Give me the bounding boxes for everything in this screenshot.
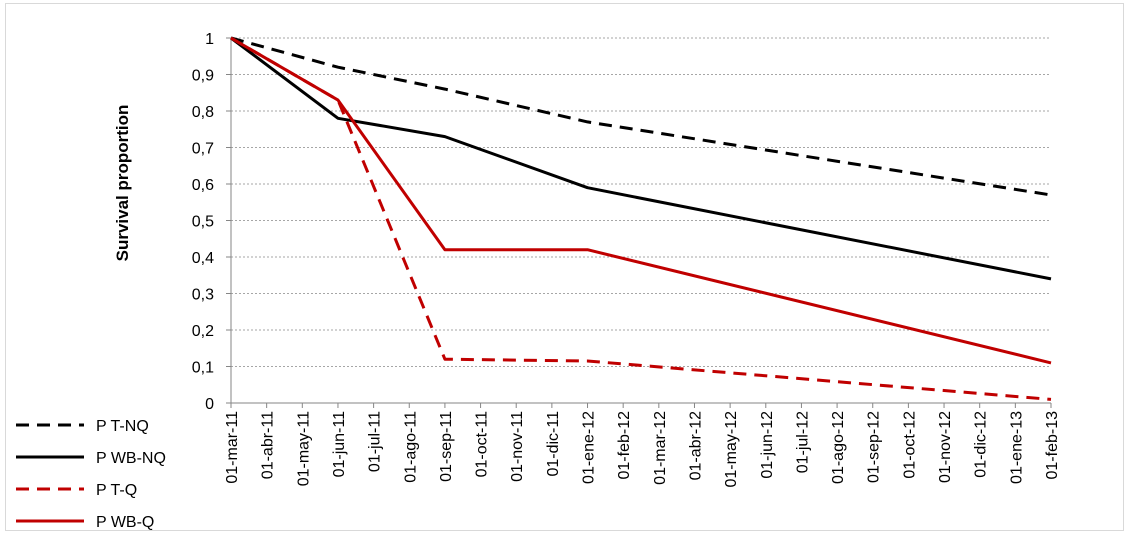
x-tick-label: 01-oct-12 [901,411,918,479]
y-axis-title: Survival proportion [113,105,132,262]
y-tick-label: 0,2 [192,323,214,340]
x-tick-label: 01-nov-11 [509,411,526,482]
series-lines [230,36,1052,401]
legend: P T-NQ P WB-NQ P T-Q P WB-Q [16,418,166,531]
y-tick-label: 0 [205,396,214,413]
series-line-p-wb-q [230,36,1052,365]
y-tick-label: 0,9 [192,68,214,85]
x-tick-label: 01-abr-12 [687,411,704,480]
x-tick-label: 01-nov-12 [937,411,954,483]
y-tick-label: 0,5 [192,214,214,231]
x-tick-label: 01-dic-12 [973,411,990,478]
y-tick-labels: 0 0,1 0,2 0,3 0,4 0,5 0,6 0,7 0,8 0,9 1 [192,31,214,413]
y-tick-label: 1 [205,31,214,48]
series-line-p-t-q [230,36,1052,401]
y-tick-label: 0,1 [192,360,214,377]
gridlines [231,37,1051,367]
legend-label: P T-Q [96,482,137,499]
chart-frame [5,3,1124,531]
x-tick-label: 01-ene-13 [1008,411,1025,484]
x-tick-label: 01-may-11 [295,411,312,486]
x-tick-label: 01-ago-11 [402,411,419,483]
y-tick-label: 0,4 [192,250,214,267]
x-tick-label: 01-may-12 [723,411,740,488]
x-tick-label: 01-sep-11 [438,411,455,482]
y-tick-label: 0,8 [192,104,214,121]
x-tick-label: 01-ene-12 [581,411,598,484]
x-tick-label: 01-jun-11 [331,411,348,478]
x-tick-label: 01-mar-12 [652,411,669,485]
x-tick-label: 01-jun-12 [759,411,776,479]
legend-label: P T-NQ [96,418,149,435]
y-tick-label: 0,7 [192,141,214,158]
legend-label: P WB-NQ [96,450,166,467]
x-tick-label: 01-abr-11 [260,411,277,479]
x-tick-label: 01-jul-12 [794,411,811,473]
y-tick-label: 0,3 [192,287,214,304]
x-tick-label: 01-dic-11 [545,411,562,477]
axes [226,37,1052,408]
x-tick-label: 01-ago-12 [830,411,847,484]
series-line-p-t-nq [230,36,1052,197]
legend-label: P WB-Q [96,514,154,531]
x-tick-label: 01-sep-12 [866,411,883,483]
x-tick-labels: 01-mar-11 01-abr-11 01-may-11 01-jun-11 01-j… [224,411,1061,488]
x-tick-label: 01-feb-12 [616,411,633,480]
y-tick-label: 0,6 [192,177,214,194]
x-tick-label: 01-feb-13 [1044,411,1061,480]
x-tick-label: 01-mar-11 [224,411,241,484]
series-line-p-wb-nq [230,36,1052,281]
x-tick-label: 01-oct-11 [474,411,491,478]
x-tick-label: 01-jul-11 [367,411,384,472]
